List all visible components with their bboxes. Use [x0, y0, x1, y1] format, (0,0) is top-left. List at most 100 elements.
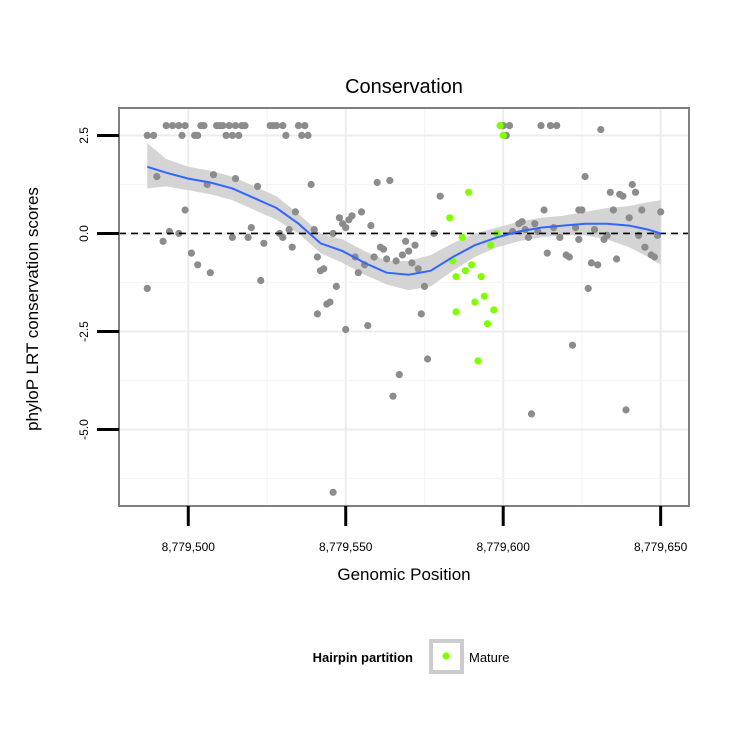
data-point [175, 229, 183, 238]
data-point [613, 255, 621, 263]
data-point [553, 122, 561, 130]
data-point [187, 249, 195, 257]
chart-title: Conservation [345, 76, 463, 98]
data-point [414, 265, 422, 273]
mature-data-point [499, 131, 507, 139]
data-point [335, 214, 343, 222]
data-point [628, 180, 636, 189]
data-point [181, 206, 189, 214]
data-point [357, 208, 366, 216]
data-point [329, 229, 337, 238]
data-point [625, 214, 633, 222]
data-point [235, 131, 243, 139]
data-point [272, 122, 281, 130]
data-point [537, 122, 545, 130]
data-point [209, 171, 218, 179]
data-point [279, 122, 287, 130]
data-point [417, 310, 425, 318]
data-point [609, 206, 618, 214]
data-point [329, 488, 337, 496]
y-axis-title: phyloP LRT conservation scores [23, 187, 42, 431]
data-point [326, 298, 334, 306]
data-point [597, 126, 605, 134]
data-point [231, 175, 240, 183]
data-point [143, 131, 151, 139]
mature-data-point [468, 261, 476, 269]
data-point [379, 245, 388, 253]
mature-data-point [452, 308, 460, 316]
mature-data-point [465, 188, 473, 196]
data-point [313, 253, 321, 261]
x-axis: 8,779,500 8,779,550 8,779,600 8,779,650 [162, 506, 688, 554]
data-point [282, 131, 290, 139]
data-point [310, 226, 318, 234]
data-point [228, 131, 236, 139]
data-point [332, 282, 340, 290]
data-point [219, 122, 227, 130]
data-point [405, 247, 413, 255]
data-point [584, 284, 592, 292]
data-point [178, 131, 186, 139]
data-point [200, 122, 208, 130]
data-point [206, 269, 214, 277]
data-point [175, 122, 183, 130]
data-point [373, 178, 381, 187]
data-point [254, 182, 262, 190]
data-point [578, 206, 586, 214]
data-point [650, 253, 659, 261]
mature-data-point [461, 267, 469, 275]
data-point [162, 122, 170, 130]
data-point [402, 237, 410, 245]
mature-data-point [471, 298, 479, 306]
mature-data-point [474, 357, 482, 365]
data-point [524, 233, 533, 241]
data-point [354, 269, 362, 277]
y-axis: 2.5 0.0 -2.5 -5.0 [77, 127, 119, 440]
data-point [594, 261, 602, 269]
data-point [420, 282, 429, 290]
mature-data-point [452, 273, 460, 281]
data-point [657, 208, 665, 216]
data-point [398, 251, 406, 259]
y-tick-label: -2.5 [77, 321, 91, 342]
data-point [143, 284, 151, 292]
x-tick-label: 8,779,650 [634, 540, 688, 554]
plot-panel [118, 107, 690, 507]
mature-data-point [477, 273, 485, 281]
data-point [424, 355, 432, 363]
confidence-ribbon [147, 143, 661, 291]
data-point [386, 176, 394, 185]
data-point [348, 212, 356, 220]
mature-data-point [480, 292, 488, 300]
data-point [389, 392, 397, 400]
data-point [392, 257, 400, 265]
data-point [587, 259, 596, 267]
mature-data-point [483, 320, 492, 328]
data-point [260, 239, 268, 247]
data-point [150, 131, 158, 139]
data-point [294, 122, 303, 130]
data-point [565, 253, 573, 261]
data-point [540, 206, 548, 214]
data-point [606, 188, 614, 196]
data-point [194, 261, 202, 269]
data-point [575, 235, 583, 243]
data-point [556, 233, 564, 241]
mature-data-point [458, 233, 466, 241]
data-point [531, 220, 539, 228]
data-point [257, 276, 265, 285]
data-point [622, 406, 630, 414]
data-point [153, 173, 161, 181]
data-point [320, 265, 328, 273]
data-point [288, 243, 296, 251]
data-point [159, 237, 167, 245]
data-point [364, 322, 372, 330]
data-point [619, 192, 627, 200]
x-tick-label: 8,779,550 [319, 540, 373, 554]
data-point [543, 249, 551, 257]
data-point [527, 410, 536, 418]
smooth-trend-line [147, 165, 661, 276]
data-point [222, 131, 230, 139]
data-point [241, 122, 249, 130]
legend-label-mature: Mature [469, 650, 509, 665]
